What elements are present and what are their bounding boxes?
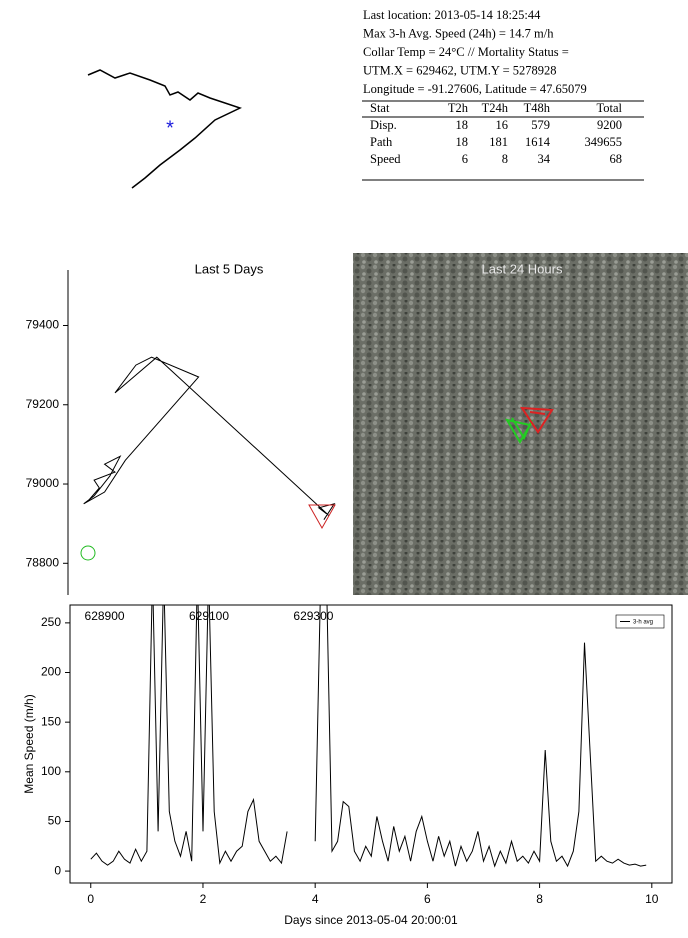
location-star: * — [166, 117, 174, 139]
y-tick-label: 79400 — [26, 318, 60, 332]
table-cell: 68 — [610, 152, 623, 166]
info-line: Last location: 2013-05-14 18:25:44 — [363, 8, 541, 22]
table-header: T48h — [524, 101, 551, 115]
table-cell: 349655 — [585, 135, 623, 149]
table-header: Total — [596, 101, 622, 115]
info-line: Longitude = -91.27606, Latitude = 47.650… — [363, 82, 587, 96]
data-line — [90, 605, 647, 868]
table-cell: 6 — [462, 152, 468, 166]
x-tick-label: 628900 — [85, 609, 125, 623]
x-tick-label: 2 — [200, 892, 207, 906]
x-tick-label: 6 — [424, 892, 431, 906]
table-cell: 16 — [496, 118, 509, 132]
y-tick-label: 200 — [41, 665, 61, 679]
y-tick-label: 150 — [41, 714, 61, 728]
table-cell: Disp. — [370, 118, 397, 132]
plot-frame — [69, 604, 673, 884]
x-tick-label: 8 — [536, 892, 543, 906]
y-tick-label: 0 — [54, 863, 61, 877]
y-tick-label: 100 — [41, 764, 61, 778]
track-marker — [520, 406, 554, 434]
y-tick-label: 79200 — [26, 397, 60, 411]
table-cell: 181 — [489, 135, 508, 149]
table-header: T2h — [448, 101, 469, 115]
x-tick-label: 10 — [645, 892, 659, 906]
y-tick-label: 78800 — [26, 555, 60, 569]
table-header: Stat — [370, 101, 390, 115]
table-cell: Path — [370, 135, 393, 149]
table-cell: Speed — [370, 152, 401, 166]
info-line: Collar Temp = 24°C // Mortality Status = — [363, 45, 569, 59]
x-tick-label: 629300 — [293, 609, 333, 623]
chart-title: Last 5 Days — [195, 261, 264, 276]
y-tick-label: 50 — [48, 814, 62, 828]
x-tick-label: 4 — [312, 892, 319, 906]
info-line: Max 3-h Avg. Speed (24h) = 14.7 m/h — [363, 26, 554, 40]
table-cell: 34 — [538, 152, 551, 166]
y-tick-label: 79000 — [26, 476, 60, 490]
table-cell: 1614 — [525, 135, 551, 149]
legend-label: 3-h avg — [633, 620, 653, 626]
end-marker — [308, 504, 336, 530]
table-cell: 8 — [502, 152, 508, 166]
table-cell: 18 — [456, 135, 469, 149]
table-header: T24h — [482, 101, 509, 115]
table-cell: 579 — [531, 118, 550, 132]
table-cell: 9200 — [597, 118, 622, 132]
map-outline — [87, 69, 242, 189]
start-marker — [80, 545, 96, 561]
x-tick-label: 0 — [87, 892, 94, 906]
info-line: UTM.X = 629462, UTM.Y = 5278928 — [363, 63, 557, 77]
legend-box — [615, 614, 665, 629]
track-marker — [504, 417, 533, 444]
info-block: Last location: 2013-05-14 18:25:44 Max 3-… — [362, 8, 644, 181]
x-axis-label: Days since 2013-05-04 20:00:01 — [284, 913, 458, 927]
table-cell: 18 — [456, 118, 469, 132]
satellite-image — [353, 253, 688, 595]
satellite-title: Last 24 Hours — [482, 261, 563, 276]
data-line — [83, 356, 336, 520]
location-map: * — [87, 69, 242, 189]
y-axis-label: Mean Speed (m/h) — [22, 694, 36, 793]
y-tick-label: 250 — [41, 615, 61, 629]
